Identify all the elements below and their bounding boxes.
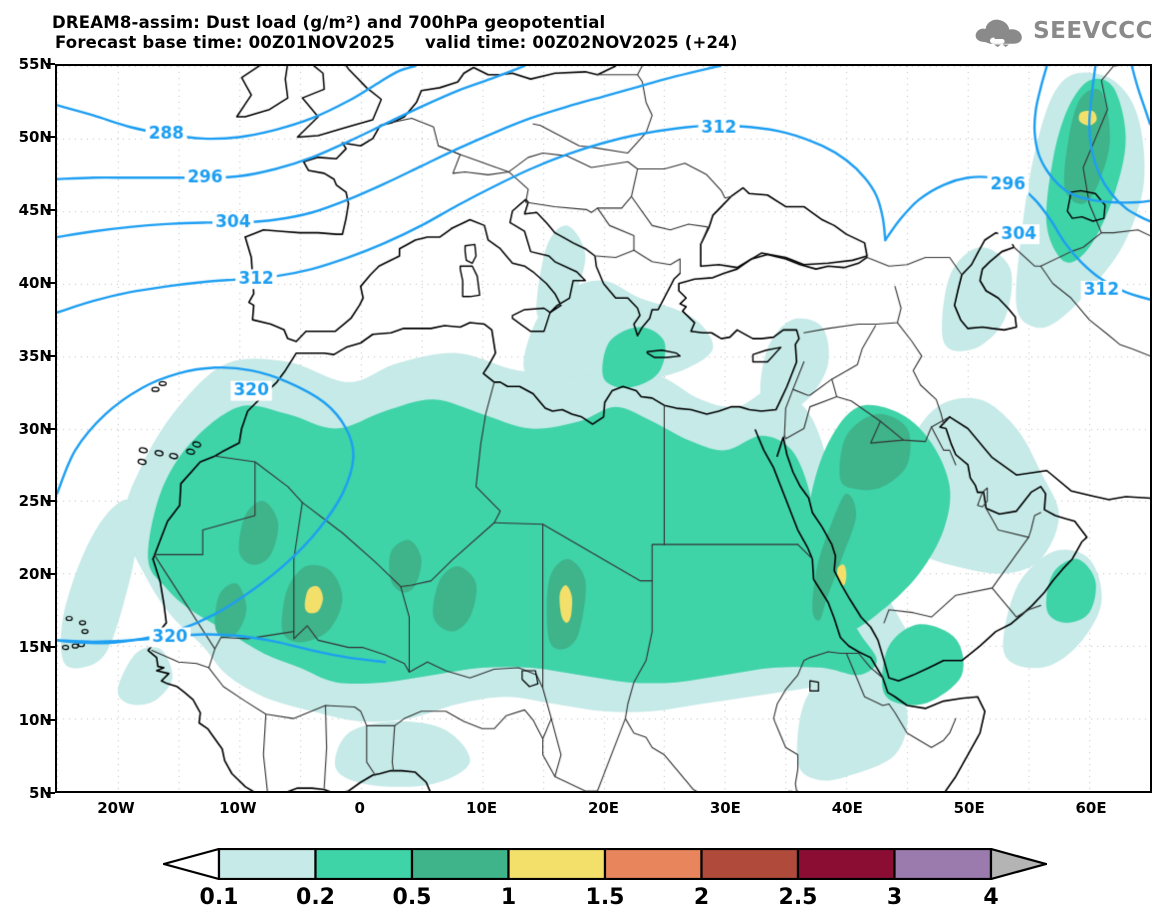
x-axis-tick-label: 40E: [831, 799, 863, 817]
map-plot-area: [55, 64, 1152, 793]
y-axis-tick: [46, 573, 55, 576]
page-title: DREAM8-assim: Dust load (g/m²) and 700hP…: [52, 13, 606, 32]
colorbar-tick-label: 2.5: [778, 885, 818, 910]
logo-text: SEEVCCC: [1033, 18, 1153, 44]
cloud-icon: [975, 19, 1022, 47]
y-axis-tick-label: 50N: [18, 127, 52, 146]
colorbar-legend: 0.1 0.2 0.5 1 1.5 2 2.5 3 4: [0, 845, 1165, 910]
colorbar-swatches: [163, 848, 1047, 880]
x-axis-tick-label: 20W: [97, 799, 135, 817]
x-axis-tick-label: 60E: [1075, 799, 1107, 817]
y-axis-tick-label: 30N: [18, 419, 52, 438]
y-axis-tick-label: 20N: [18, 565, 52, 584]
y-axis-tick: [46, 208, 55, 211]
y-axis-tick: [46, 500, 55, 503]
y-axis-tick-label: 35N: [18, 346, 52, 365]
colorbar-tick-label: 1: [500, 885, 517, 910]
x-axis-tick-label: 10W: [219, 799, 257, 817]
colorbar-tick-label: 3: [886, 885, 903, 910]
colorbar-tick-label: 0.5: [392, 885, 432, 910]
y-axis-tick: [46, 792, 55, 794]
chart-header: DREAM8-assim: Dust load (g/m²) and 700hP…: [0, 0, 1165, 60]
y-axis-tick-label: 55N: [18, 55, 52, 73]
colorbar-tick-label: 2: [693, 885, 710, 910]
x-axis-tick-label: 0: [354, 799, 365, 817]
x-axis-tick-label: 20E: [587, 799, 620, 817]
y-axis-tick-label: 45N: [18, 200, 52, 219]
y-axis-tick-label: 5N: [29, 784, 52, 802]
x-axis-tick-label: 10E: [466, 799, 498, 817]
y-axis-tick: [46, 354, 55, 357]
valid-time-label: valid time: 00Z02NOV2025 (+24): [424, 33, 738, 52]
y-axis-tick: [46, 281, 55, 284]
y-axis-tick: [46, 719, 55, 722]
colorbar-tick-label: 4: [983, 885, 999, 910]
y-axis-tick-label: 15N: [18, 638, 52, 657]
base-time-label: Forecast base time: 00Z01NOV2025: [55, 33, 395, 52]
y-axis-tick-label: 25N: [18, 492, 52, 511]
y-axis-tick-label: 10N: [18, 711, 52, 730]
colorbar-tick-label: 1.5: [585, 885, 625, 910]
y-axis-tick: [46, 135, 55, 138]
y-axis-tick: [46, 427, 55, 430]
colorbar-tick-label: 0.1: [199, 885, 239, 910]
y-axis-tick: [46, 63, 55, 65]
dust-load-map: [57, 66, 1150, 791]
y-axis-tick: [46, 646, 55, 649]
x-axis-tick-label: 30E: [709, 799, 741, 817]
y-axis-tick-label: 40N: [18, 273, 52, 292]
forecast-time-subtitle: Forecast base time: 00Z01NOV2025 valid ti…: [55, 33, 738, 52]
x-axis-tick-label: 50E: [953, 799, 985, 817]
seevccc-logo: SEEVCCC: [972, 14, 1153, 48]
colorbar-tick-label: 0.2: [296, 885, 335, 910]
